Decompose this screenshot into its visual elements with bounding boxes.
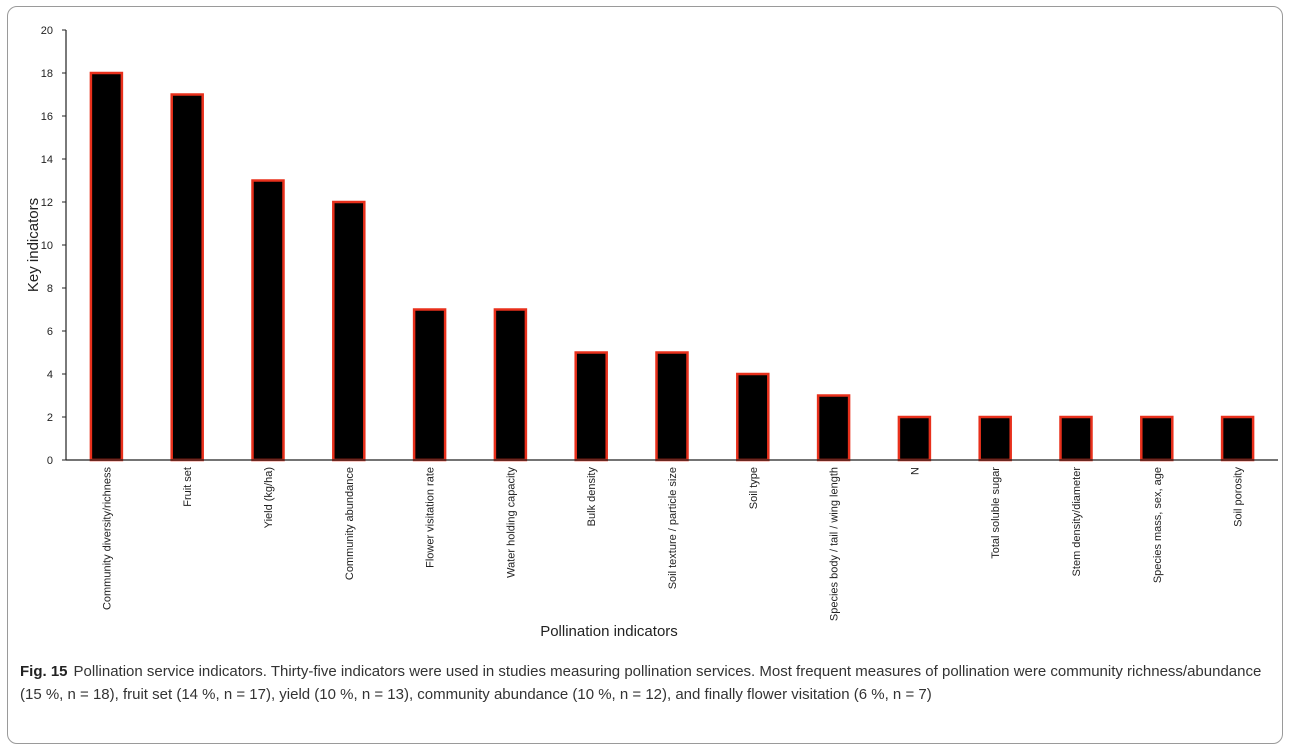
bar: [978, 415, 1012, 462]
x-tick-label: Flower visitation rate: [425, 467, 437, 568]
figure-caption: Fig. 15 Pollination service indicators. T…: [20, 660, 1275, 706]
bar: [1059, 415, 1093, 462]
x-tick-label: Community abundance: [344, 467, 356, 580]
x-axis: Community diversity/richness Fruit set Yie…: [66, 459, 1278, 621]
y-tick-label: 18: [41, 68, 53, 80]
bar: [89, 71, 124, 462]
y-tick-label: 0: [47, 455, 53, 467]
bar: [574, 351, 608, 462]
bar-chart: 0 2 4 6 8 10 12 14 16 18 20 Community diversity/ri…: [25, 25, 1278, 640]
y-tick-label: 10: [41, 240, 53, 252]
x-tick-label: Species mass, sex, age: [1152, 467, 1164, 583]
y-tick-label: 4: [47, 369, 53, 381]
x-tick-label: Community diversity/richness: [101, 467, 113, 611]
y-tick-label: 12: [41, 197, 53, 209]
bar: [170, 93, 204, 462]
x-tick-label: Bulk density: [586, 467, 598, 527]
x-tick-label: Soil type: [748, 467, 760, 509]
bar: [332, 200, 366, 462]
x-tick-label: Soil texture / particle size: [667, 467, 679, 589]
bar: [251, 179, 285, 462]
x-tick-label: Yield (kg/ha): [263, 467, 275, 528]
bar: [655, 351, 689, 462]
y-tick-label: 20: [41, 25, 53, 37]
bar: [412, 308, 447, 462]
bar: [736, 372, 770, 462]
y-axis-title: Key indicators: [25, 198, 42, 292]
y-tick-label: 2: [47, 412, 53, 424]
x-tick-label: Fruit set: [182, 467, 194, 507]
bar: [493, 308, 528, 462]
bar: [1140, 415, 1174, 462]
x-tick-label: Stem density/diameter: [1071, 467, 1083, 577]
x-axis-title: Pollination indicators: [540, 623, 678, 640]
bar: [1220, 415, 1255, 462]
y-tick-label: 16: [41, 111, 53, 123]
x-tick-label: Soil porosity: [1233, 467, 1245, 527]
x-tick-label: N: [909, 467, 921, 475]
y-tick-label: 6: [47, 326, 53, 338]
bars: [89, 71, 1255, 462]
y-tick-label: 8: [47, 283, 53, 295]
y-axis: 0 2 4 6 8 10 12 14 16 18 20: [41, 25, 67, 467]
figure-label: Fig. 15: [20, 663, 68, 680]
figure-frame: [7, 6, 1283, 744]
y-tick-label: 14: [41, 154, 53, 166]
x-tick-label: Species body / tail / wing length: [829, 467, 841, 621]
figure-caption-text: Pollination service indicators. Thirty-f…: [20, 663, 1262, 703]
x-tick-label: Water holding capacity: [505, 467, 517, 578]
bar: [816, 394, 851, 462]
x-tick-label: Total soluble sugar: [990, 467, 1002, 559]
bar: [897, 415, 932, 462]
